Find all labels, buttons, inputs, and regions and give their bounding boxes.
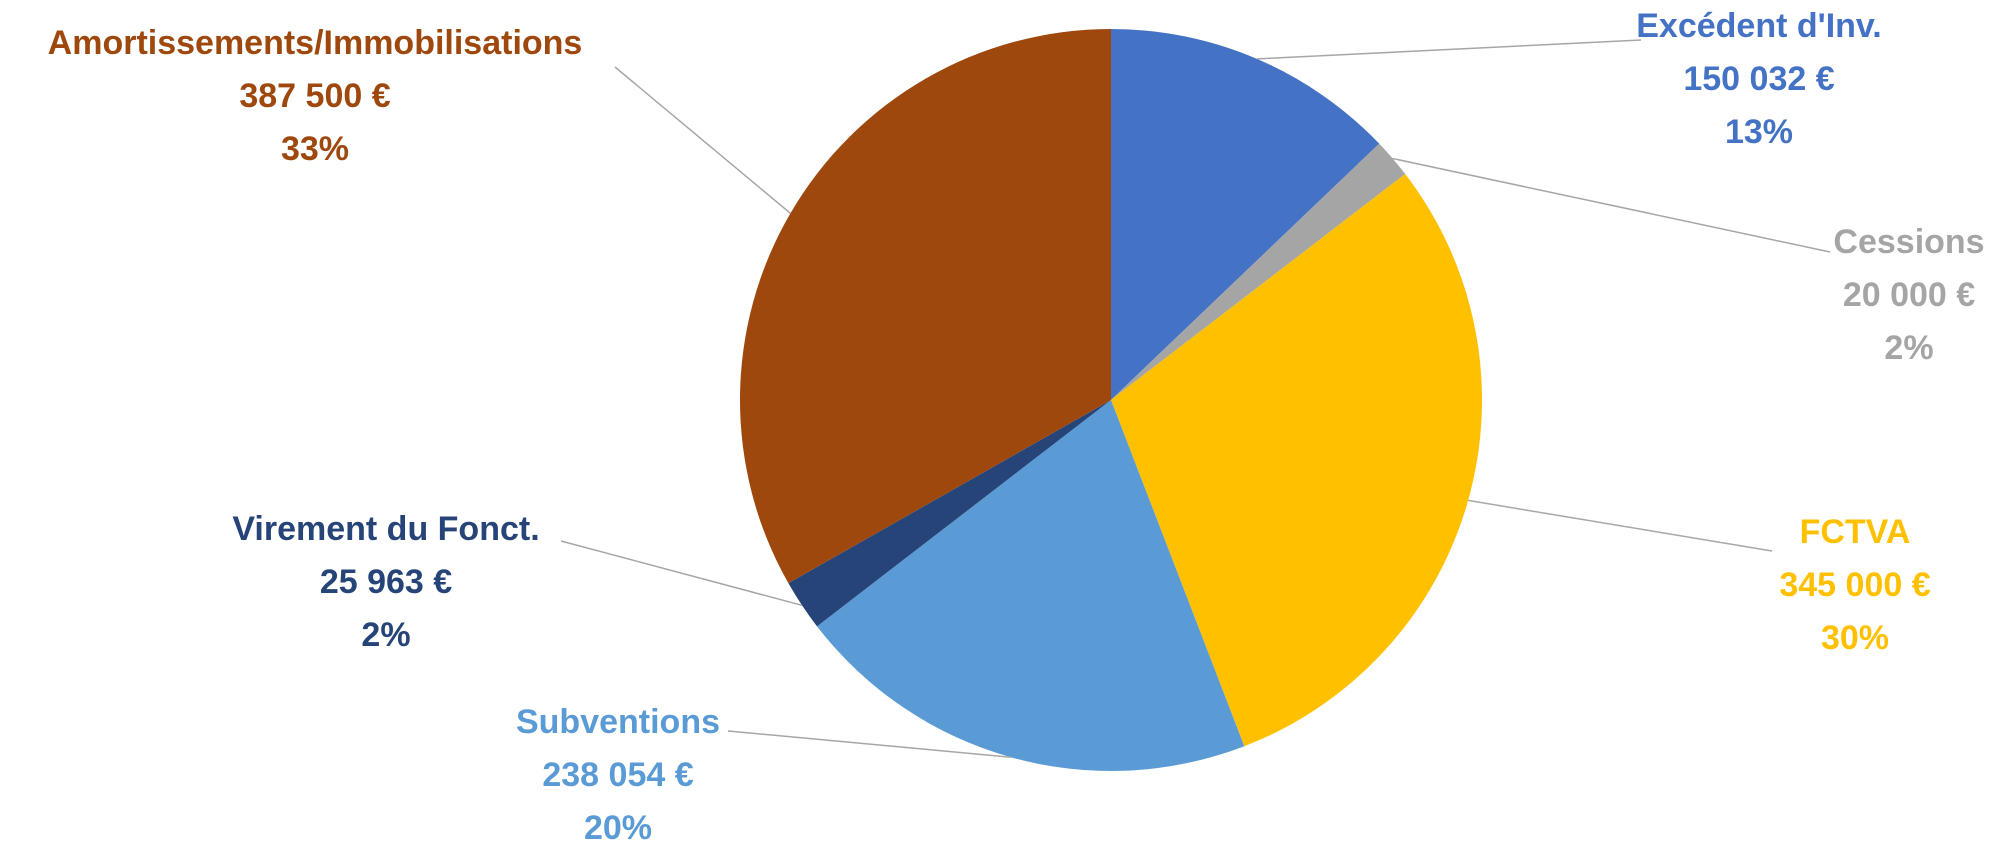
label-amortissements-name: Amortissements/Immobilisations — [47, 24, 583, 62]
label-excedent-name: Excédent d'Inv. — [1636, 7, 1882, 45]
pie-slice-subventions — [817, 400, 1245, 772]
leader-line-amortissements — [614, 66, 791, 214]
leader-line-fctva — [1467, 499, 1773, 552]
leader-line-cessions — [1392, 157, 1831, 253]
pie-slice-cessions — [1111, 143, 1406, 400]
pie-slice-excedent — [1111, 29, 1380, 400]
label-amortissements-percent: 33% — [280, 130, 350, 168]
label-amortissements: Amortissements/Immobilisations 387 500 €… — [48, 17, 583, 176]
label-excedent: Excédent d'Inv. 150 032 € 13% — [1636, 0, 1882, 159]
label-virement-percent: 2% — [361, 616, 411, 654]
label-subventions: Subventions 238 054 € 20% — [516, 696, 720, 855]
pie-slice-fctva — [1111, 174, 1482, 747]
label-virement: Virement du Fonct. 25 963 € 2% — [232, 503, 539, 662]
label-subventions-percent: 20% — [583, 809, 653, 847]
leader-line-excedent — [1256, 39, 1642, 60]
label-cessions-name: Cessions — [1833, 223, 1985, 261]
label-amortissements-value: 387 500 € — [239, 77, 391, 115]
label-subventions-name: Subventions — [515, 703, 721, 741]
pie-slice-amortissements — [739, 29, 1111, 584]
label-cessions: Cessions 20 000 € 2% — [1833, 216, 1984, 375]
label-cessions-value: 20 000 € — [1842, 276, 1976, 314]
label-virement-name: Virement du Fonct. — [232, 510, 540, 548]
label-excedent-percent: 13% — [1724, 113, 1794, 151]
label-fctva-percent: 30% — [1820, 619, 1890, 657]
pie-slice-virement — [788, 400, 1111, 627]
label-fctva-value: 345 000 € — [1779, 566, 1931, 604]
leader-line-virement — [560, 540, 803, 607]
label-excedent-value: 150 032 € — [1683, 60, 1835, 98]
label-virement-value: 25 963 € — [319, 563, 453, 601]
label-subventions-value: 238 054 € — [542, 756, 694, 794]
label-fctva-name: FCTVA — [1799, 513, 1911, 551]
label-cessions-percent: 2% — [1884, 329, 1934, 367]
label-fctva: FCTVA 345 000 € 30% — [1779, 506, 1930, 665]
leader-line-subventions — [727, 730, 1011, 758]
